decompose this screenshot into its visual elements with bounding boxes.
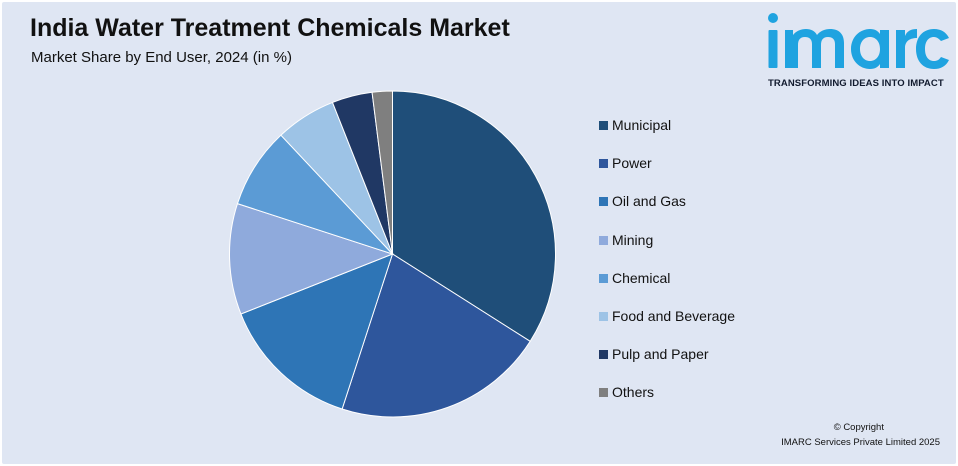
copyright-label: © Copyright bbox=[833, 422, 884, 433]
logo-dot bbox=[768, 13, 778, 23]
chart-subtitle: Market Share by End User, 2024 (in %) bbox=[31, 49, 292, 66]
legend-label: Pulp and Paper bbox=[612, 346, 709, 363]
pie-slice-power bbox=[341, 253, 531, 418]
logo-letter-r bbox=[896, 29, 917, 68]
legend-item-food-and-beverage: Food and Beverage bbox=[599, 306, 735, 344]
legend-label: Chemical bbox=[612, 269, 671, 286]
legend-item-pulp-and-paper: Pulp and Paper bbox=[599, 344, 735, 382]
pie-slice-oil-and-gas bbox=[240, 253, 394, 410]
chart-title: India Water Treatment Chemicals Market bbox=[30, 14, 510, 42]
legend-item-chemical: Chemical bbox=[599, 268, 735, 306]
imarc-logo: TRANSFORMING IDEAS INTO IMPACT bbox=[766, 12, 950, 92]
logo-letter-i bbox=[768, 30, 778, 68]
legend-label: Mining bbox=[612, 231, 654, 248]
legend-label: Municipal bbox=[612, 117, 672, 133]
copyright-notice: © Copyright IMARC Services Private Limit… bbox=[680, 420, 940, 450]
legend-item-oil-and-gas: Oil and Gas bbox=[599, 191, 735, 229]
legend-swatch bbox=[599, 235, 608, 245]
legend-label: Oil and Gas bbox=[612, 193, 686, 210]
pie-slice-mining bbox=[229, 202, 394, 315]
chart-legend: Municipal Power Oil and Gas Mining Chemical F… bbox=[599, 115, 735, 421]
legend-label: Others bbox=[612, 384, 655, 401]
legend-swatch bbox=[599, 197, 608, 207]
logo-letter-a bbox=[851, 29, 889, 69]
legend-swatch bbox=[599, 273, 608, 283]
legend-swatch bbox=[599, 350, 608, 360]
pie-chart bbox=[229, 90, 556, 418]
imarc-wordmark bbox=[768, 13, 949, 69]
pie-slice-municipal bbox=[392, 90, 556, 343]
pie-slice-others bbox=[371, 90, 393, 255]
copyright-company: IMARC Services Private Limited 2025 bbox=[781, 437, 940, 448]
legend-swatch bbox=[599, 121, 608, 130]
logo-letter-m bbox=[785, 29, 844, 68]
legend-swatch bbox=[599, 388, 608, 398]
legend-item-others: Others bbox=[599, 382, 735, 420]
logo-tagline: TRANSFORMING IDEAS INTO IMPACT bbox=[768, 78, 944, 89]
legend-item-municipal: Municipal bbox=[599, 115, 735, 153]
logo-letter-c bbox=[916, 29, 949, 69]
legend-label: Power bbox=[612, 155, 652, 172]
legend-swatch bbox=[599, 311, 608, 321]
legend-label: Food and Beverage bbox=[612, 307, 735, 324]
legend-item-power: Power bbox=[599, 153, 735, 191]
legend-swatch bbox=[599, 159, 608, 169]
legend-item-mining: Mining bbox=[599, 230, 735, 268]
